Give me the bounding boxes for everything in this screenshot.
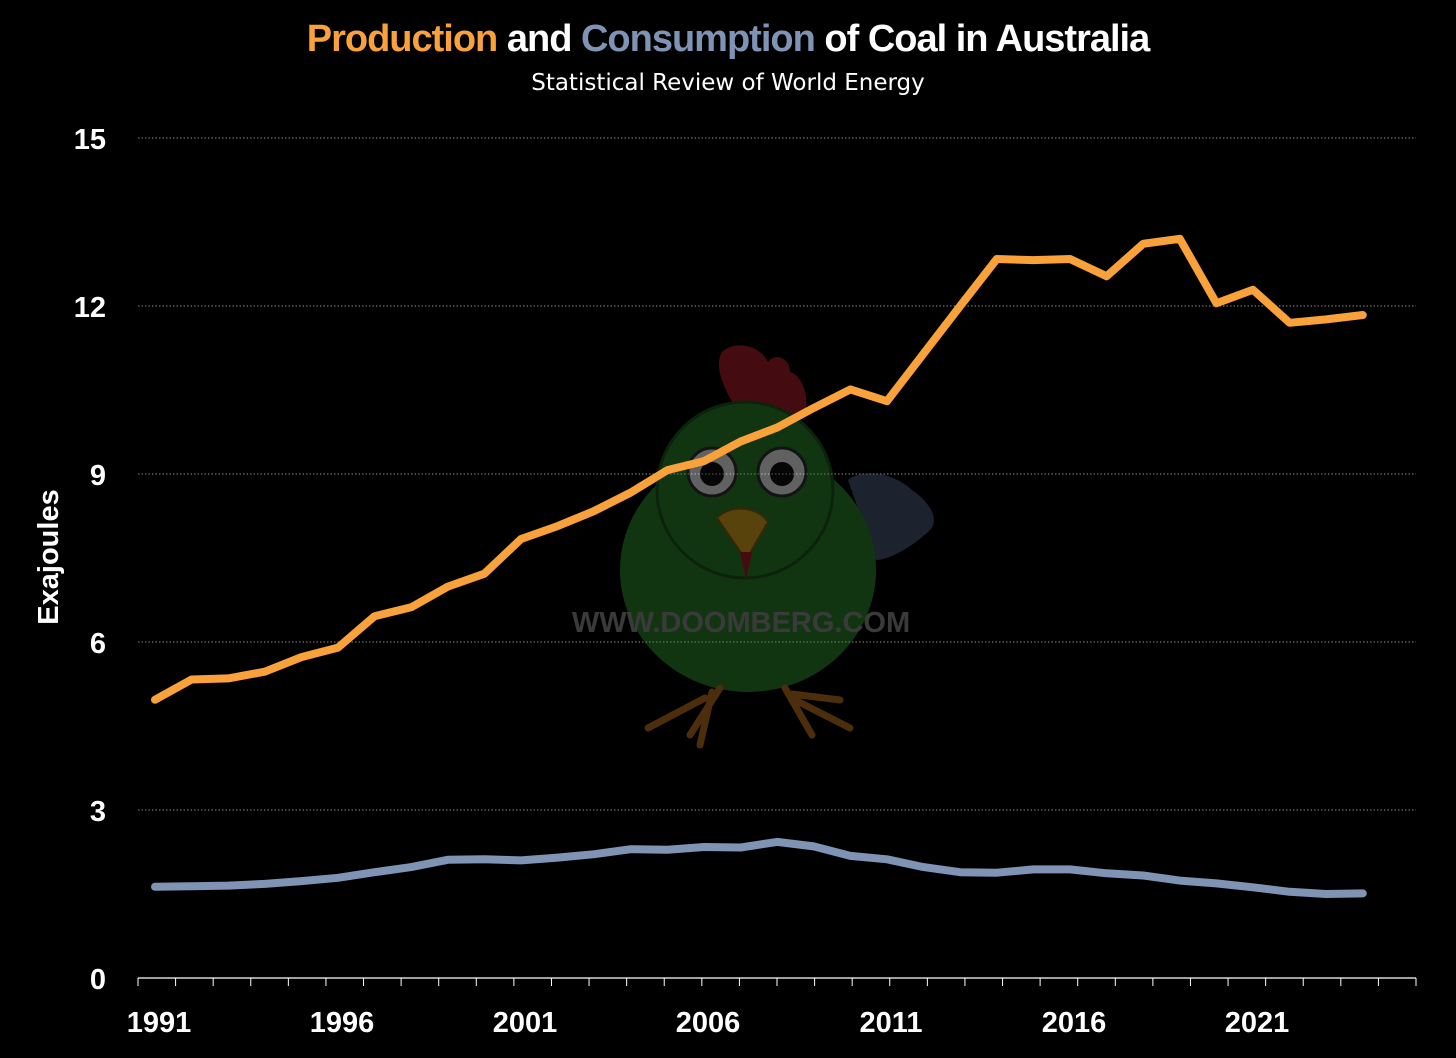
series-line-production xyxy=(151,234,1367,704)
series-layer xyxy=(151,234,1367,898)
y-tick-label-0: 0 xyxy=(90,964,106,996)
x-tick-label-1996: 1996 xyxy=(310,1007,375,1039)
y-tick-label-6: 6 xyxy=(90,628,106,660)
y-tick-label-15: 15 xyxy=(74,124,106,156)
y-tick-label-9: 9 xyxy=(90,460,106,492)
axis-layer: 0 3 6 9 12 15 1991 1996 2001 2006 2011 2016 2021 xyxy=(74,124,1417,1039)
series-line-consumption xyxy=(151,837,1367,898)
watermark-text: WWW.DOOMBERG.COM xyxy=(572,607,910,639)
grid-layer xyxy=(138,137,1416,811)
chart-title: Production and Consumption of Coal in Au… xyxy=(0,18,1456,61)
x-tick-label-2011: 2011 xyxy=(860,1007,923,1039)
title-production: Production xyxy=(306,18,499,60)
x-tick-label-1991: 1991 xyxy=(127,1007,192,1039)
y-axis-label: Exajoules xyxy=(33,489,65,624)
x-tick-label-2021: 2021 xyxy=(1225,1007,1290,1039)
title-rest: of Coal in Australia xyxy=(824,18,1150,60)
doomberg-chicken-logo: WWW.DOOMBERG.COM xyxy=(572,345,934,749)
x-tick-label-2006: 2006 xyxy=(676,1007,741,1039)
title-and: and xyxy=(506,18,573,60)
x-tick-label-2016: 2016 xyxy=(1042,1007,1107,1039)
y-tick-label-3: 3 xyxy=(90,796,106,828)
chart-subtitle: Statistical Review of World Energy xyxy=(531,70,925,96)
x-tick-label-2001: 2001 xyxy=(493,1007,558,1039)
y-tick-label-12: 12 xyxy=(74,292,106,324)
title-consumption: Consumption xyxy=(580,18,816,60)
